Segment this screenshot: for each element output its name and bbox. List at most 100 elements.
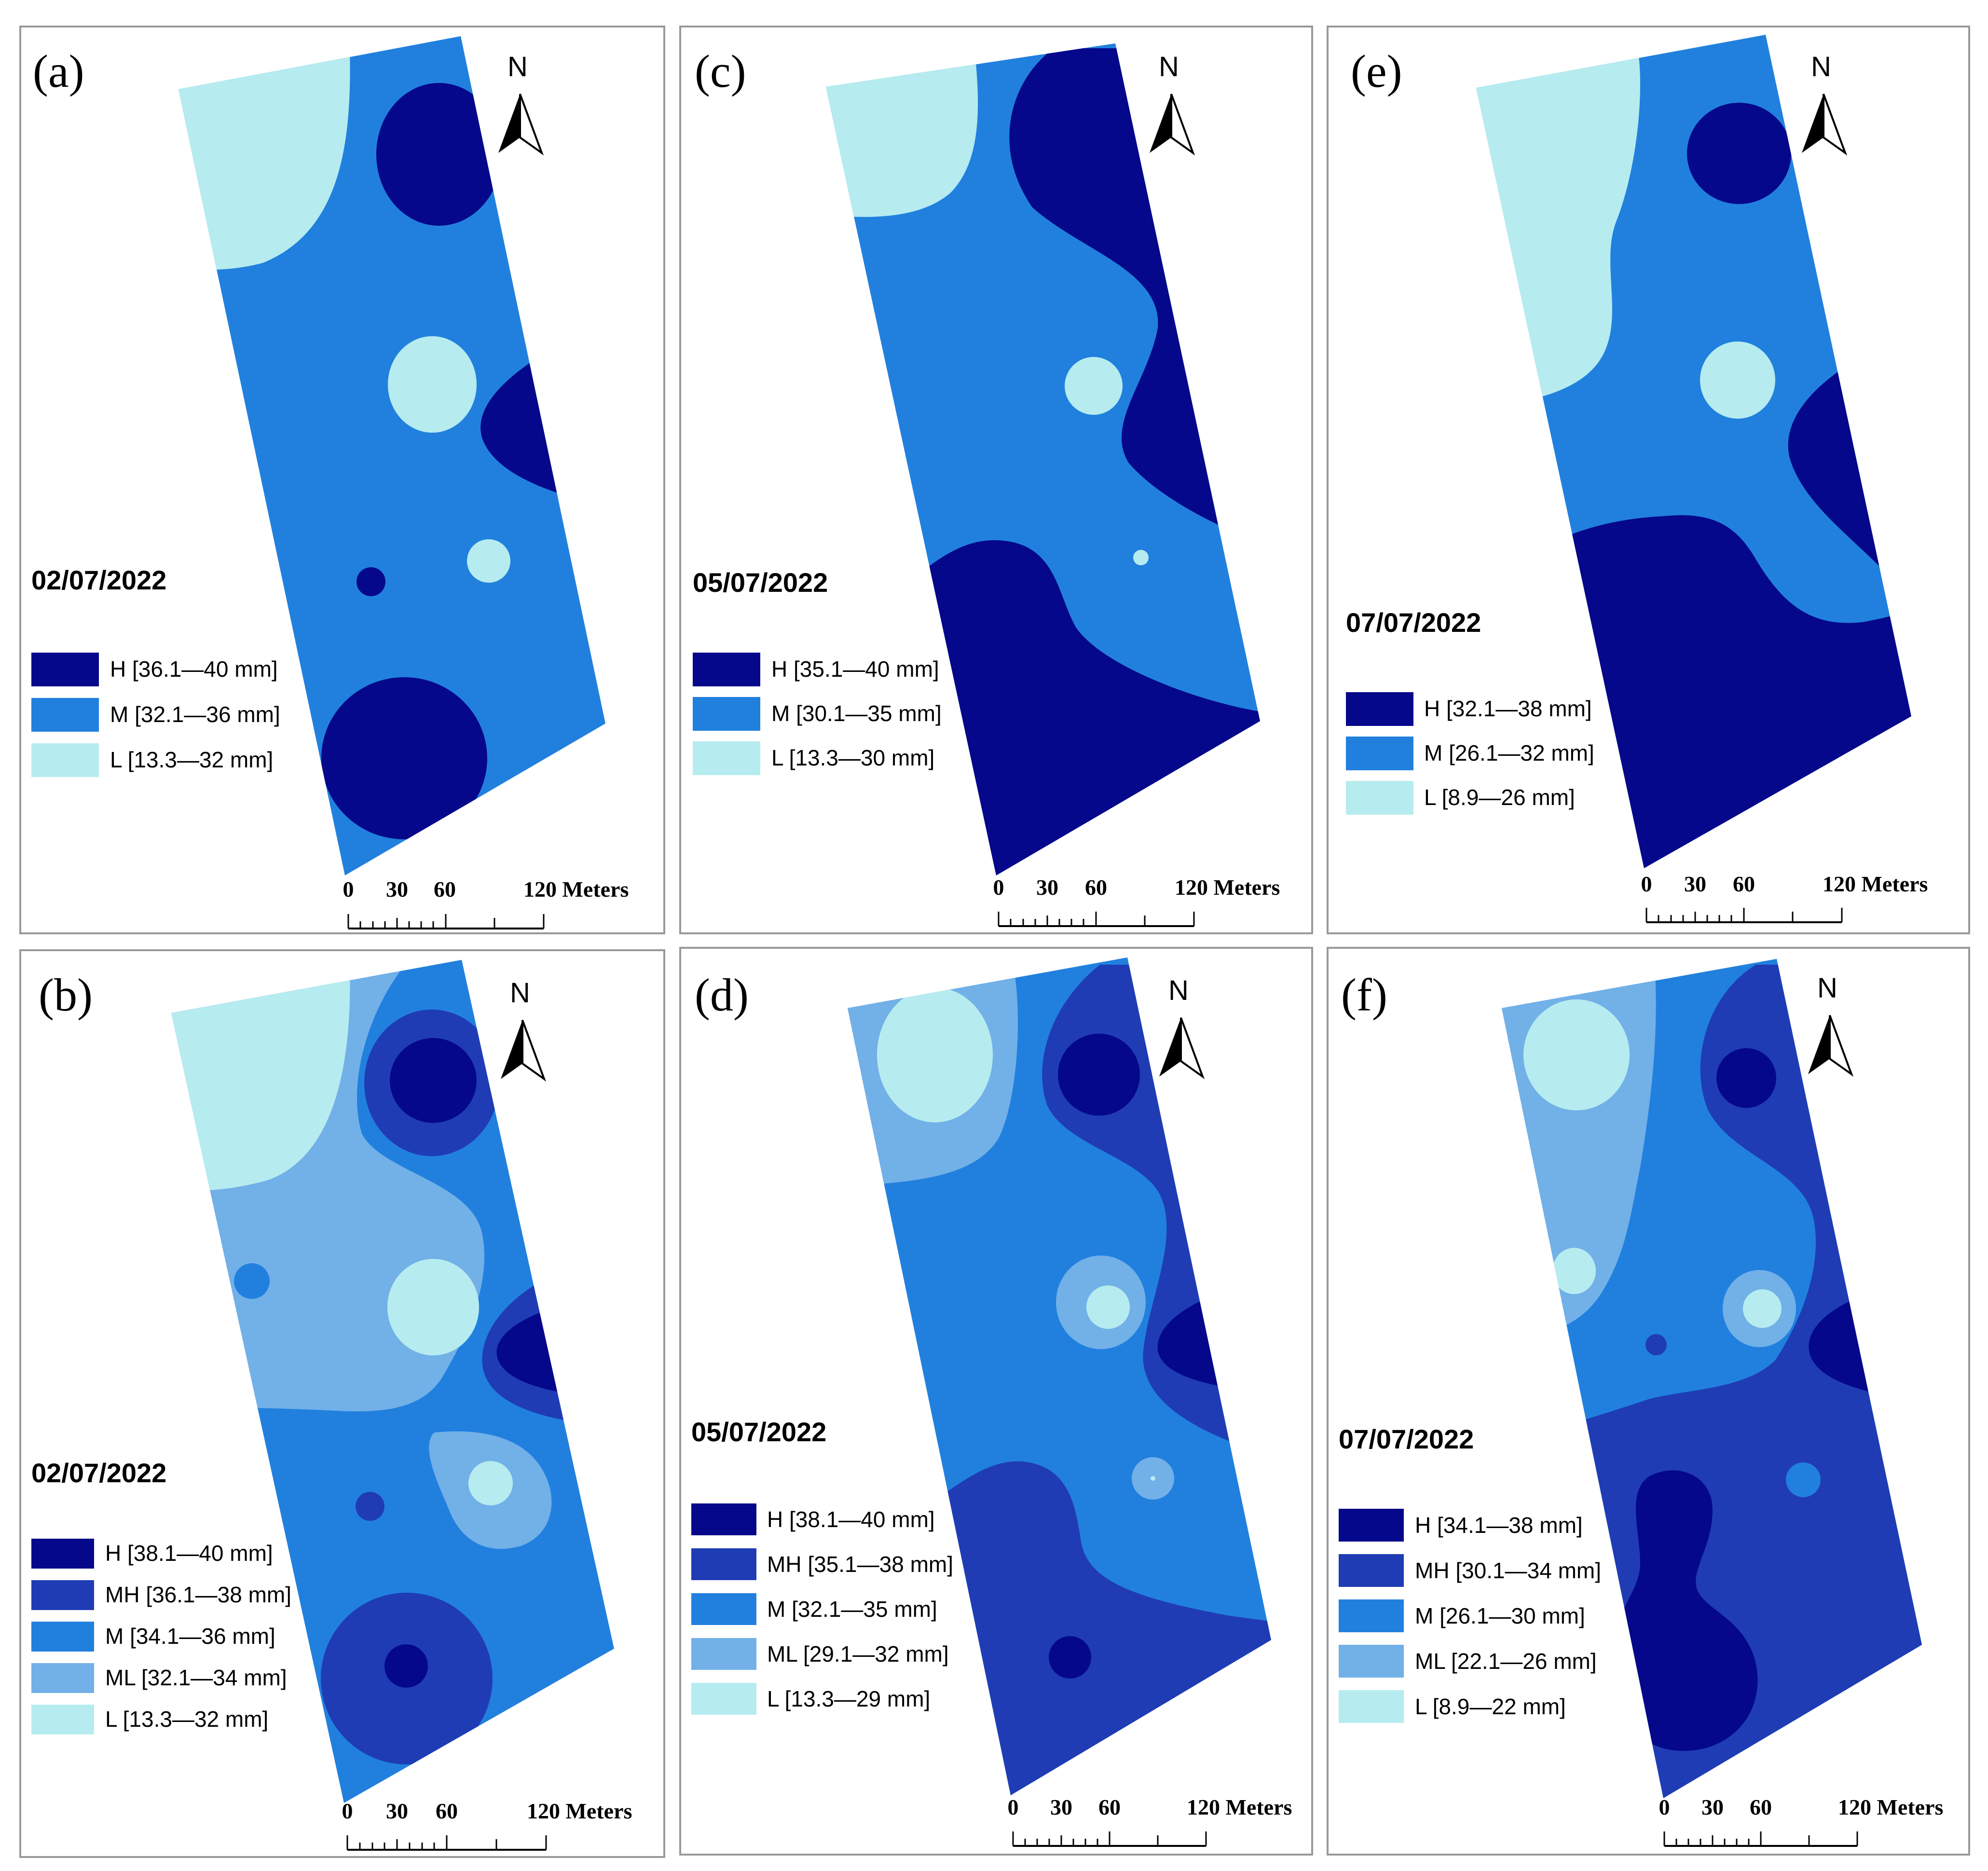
panel-label: (d) (695, 969, 749, 1021)
scale-bar: 0 30 60 120 Meters (343, 877, 629, 929)
scale-bar: 0 30 60 120 Meters (1641, 872, 1928, 923)
north-label: N (1159, 51, 1179, 82)
legend-item: H [38.1—40 mm] (767, 1507, 935, 1532)
scale-tick-label: 30 (1050, 1795, 1072, 1819)
zone-l (1151, 1476, 1155, 1481)
zone-l (1086, 1285, 1130, 1329)
north-arrow-icon (498, 94, 520, 153)
legend-item: L [13.3—29 mm] (767, 1686, 930, 1711)
scale-tick-label: 0 (1659, 1795, 1670, 1819)
panel-f: N (f) 07/07/2022 H [34.1—38 mm] MH [30.1… (1327, 947, 1970, 1856)
legend-swatch (31, 653, 99, 686)
legend-swatch (1339, 1509, 1404, 1542)
legend-item: L [13.3—30 mm] (771, 745, 934, 770)
zone-l (467, 539, 510, 583)
north-arrow-icon (501, 1020, 522, 1079)
legend-swatch (691, 1593, 756, 1625)
legend-item: H [34.1—38 mm] (1415, 1513, 1583, 1538)
legend-item: H [36.1—40 mm] (110, 656, 278, 682)
panel-date: 05/07/2022 (693, 567, 828, 598)
panel-label: (e) (1351, 45, 1402, 97)
legend-swatch (1339, 1554, 1404, 1587)
zone-l (1523, 999, 1630, 1110)
zone-h (356, 567, 385, 596)
scale-tick-label: 0 (993, 875, 1004, 900)
scale-tick-label: 0 (342, 1799, 353, 1823)
legend-swatch (1339, 1599, 1404, 1632)
legend-swatch (31, 698, 99, 732)
panel-label: (c) (695, 45, 746, 97)
legend: H [32.1—38 mm] M [26.1—32 mm] L [8.9—26 … (1346, 692, 1594, 815)
scale-tick-label: 30 (386, 877, 408, 901)
zone-h (1610, 1470, 1758, 1751)
panel-label: (f) (1341, 969, 1387, 1021)
zone-h (1687, 103, 1791, 204)
scale-tick-label: 0 (1008, 1795, 1019, 1819)
scale-ticks (1012, 1831, 1207, 1846)
legend-item: L [8.9—26 mm] (1424, 785, 1575, 810)
scale-tick-label: 0 (1641, 872, 1652, 896)
north-arrow: N (498, 51, 544, 156)
legend-swatch (693, 741, 760, 775)
scale-tick-label: 30 (386, 1799, 408, 1823)
north-label: N (510, 977, 530, 1009)
legend-item: M [26.1—32 mm] (1424, 740, 1594, 765)
legend-item: M [26.1—30 mm] (1415, 1603, 1585, 1628)
zone-l (1065, 357, 1123, 415)
scale-ticks (998, 912, 1195, 926)
scale-tick-label: 60 (1098, 1795, 1121, 1819)
scale-tick-label: 60 (436, 1799, 458, 1823)
legend-swatch (31, 743, 99, 777)
scale-ticks (1645, 908, 1843, 922)
north-label: N (507, 51, 528, 82)
north-arrow-icon (1150, 94, 1171, 153)
panel-b: N (b) 02/07/2022 H [38.1—40 mm] MH [36.1… (19, 949, 665, 1858)
panel-c: N (c) 05/07/2022 H [35.1—40 mm] M [30.1—… (679, 26, 1313, 934)
legend-item: M [34.1—36 mm] (105, 1624, 275, 1649)
legend: H [38.1—40 mm] MH [36.1—38 mm] M [34.1—3… (31, 1539, 291, 1734)
north-arrow: N (1802, 51, 1848, 156)
panel-date: 02/07/2022 (31, 1458, 166, 1488)
panel-label: (a) (33, 45, 84, 97)
zone-l (1700, 341, 1775, 419)
north-arrow: N (1159, 975, 1205, 1079)
legend-item: H [38.1—40 mm] (105, 1541, 273, 1566)
scale-ticks (1663, 1831, 1858, 1846)
zone-m (1786, 1462, 1821, 1497)
legend-item: M [30.1—35 mm] (771, 701, 942, 726)
zone-l (1552, 1248, 1596, 1294)
legend-item: MH [30.1—34 mm] (1415, 1558, 1601, 1583)
north-arrow-icon (1170, 94, 1195, 156)
north-arrow: N (1150, 51, 1195, 156)
zone-l (1133, 550, 1149, 565)
legend-swatch (1346, 781, 1413, 815)
zone-l (877, 987, 993, 1122)
zone-mh (356, 1492, 384, 1521)
panel-d: N (d) 05/07/2022 H [38.1—40 mm] MH [35.1… (679, 947, 1313, 1856)
legend-item: M [32.1—35 mm] (767, 1597, 937, 1622)
scale-tick-label: 30 (1701, 1795, 1724, 1819)
north-arrow: N (501, 977, 547, 1082)
panel-date: 07/07/2022 (1346, 607, 1481, 638)
scale-tick-label: 120 Meters (1187, 1795, 1292, 1819)
legend-item: ML [32.1—34 mm] (105, 1665, 287, 1690)
legend: H [34.1—38 mm] MH [30.1—34 mm] M [26.1—3… (1339, 1509, 1601, 1723)
legend-swatch (31, 1580, 94, 1610)
legend-swatch (31, 1663, 94, 1693)
zone-h (376, 83, 502, 226)
legend-item: MH [36.1—38 mm] (105, 1582, 291, 1607)
zone-l (1743, 1289, 1782, 1328)
scale-tick-label: 0 (343, 877, 354, 901)
north-arrow-icon (521, 1020, 547, 1082)
legend-swatch (1346, 737, 1413, 770)
panel-e: N (e) 07/07/2022 H [32.1—38 mm] M [26.1—… (1327, 26, 1970, 934)
north-label: N (1817, 972, 1837, 1004)
legend-item: H [35.1—40 mm] (771, 656, 939, 682)
scale-ticks (347, 914, 545, 929)
zone-h (1058, 1034, 1140, 1116)
scale-tick-label: 60 (1733, 872, 1755, 896)
zone-mh (1645, 1334, 1667, 1355)
panel-a: N (a) 02/07/2022 H [36.1—40 mm] M [32.1—… (19, 26, 665, 934)
north-label: N (1168, 975, 1189, 1006)
